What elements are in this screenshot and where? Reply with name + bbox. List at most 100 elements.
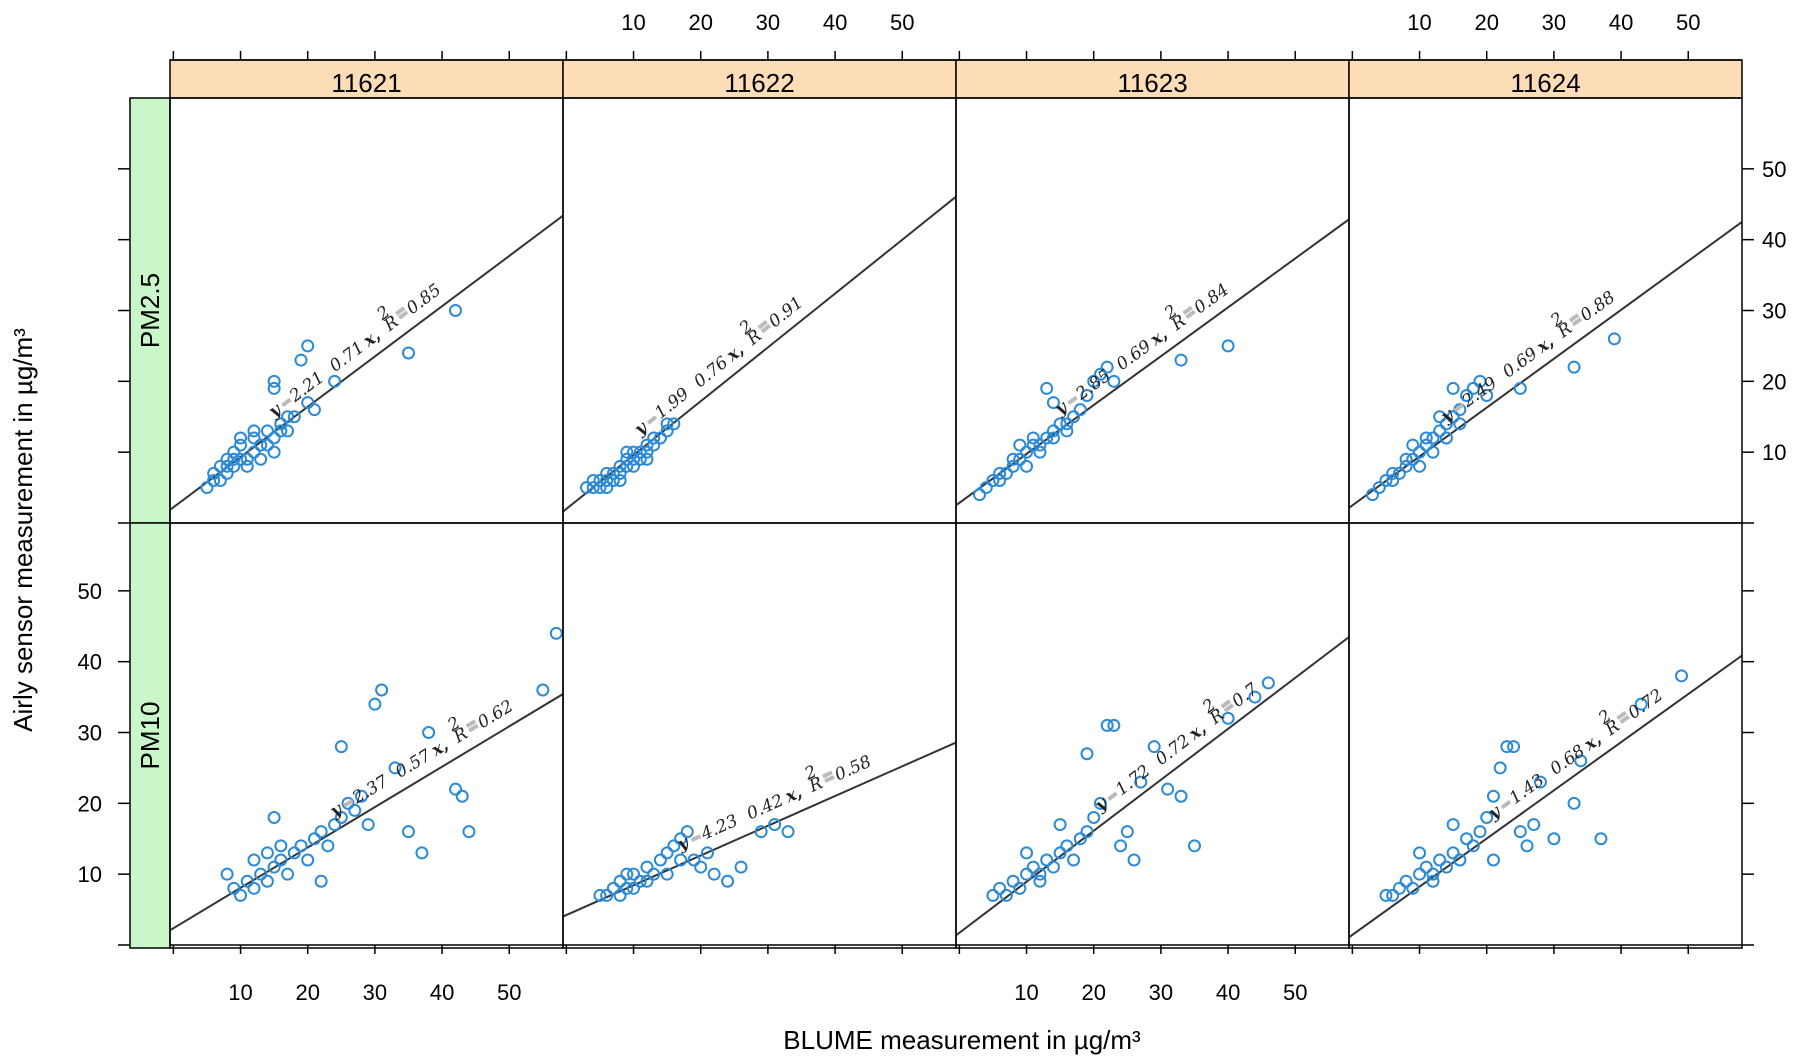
data-point: [274, 839, 288, 853]
data-point: [1460, 389, 1474, 402]
eq-separator: [1185, 309, 1196, 319]
y-tick-label: 30: [78, 721, 102, 746]
eq-r2-value: 0.72: [1624, 685, 1666, 723]
data-point: [254, 438, 268, 452]
data-point: [213, 474, 227, 487]
eq-slope: 0.68: [1546, 741, 1589, 779]
data-point: [1073, 832, 1087, 846]
data-point: [1020, 445, 1034, 459]
data-point: [401, 825, 415, 839]
data-point: [593, 474, 607, 487]
y-tick-label: 50: [1762, 157, 1786, 182]
y-tick-label: 20: [1762, 369, 1786, 394]
data-point: [627, 459, 641, 473]
data-point: [1453, 853, 1467, 867]
data-point: [700, 846, 714, 860]
data-point: [1020, 459, 1034, 473]
data-point: [627, 445, 641, 459]
data-point: [1386, 888, 1400, 902]
data-point: [586, 474, 600, 487]
row-strip: [129, 522, 171, 949]
eq-separator: [690, 834, 702, 843]
data-point: [449, 782, 463, 796]
data-point: [1453, 417, 1467, 431]
data-point: [1006, 874, 1020, 888]
regression-line: [956, 218, 1349, 507]
x-tick-label: 50: [890, 10, 914, 35]
data-point: [1392, 466, 1406, 480]
data-point: [220, 452, 234, 466]
data-point: [640, 860, 654, 874]
regression-equation: y2.850.69x,R2 0.84: [1050, 280, 1232, 420]
data-point: [986, 474, 1000, 487]
data-point: [1379, 888, 1393, 902]
data-point: [1067, 853, 1081, 867]
data-point: [361, 818, 375, 832]
data-point: [993, 474, 1007, 487]
data-point: [234, 438, 248, 452]
x-tick-label: 10: [1014, 980, 1038, 1005]
data-point: [986, 888, 1000, 902]
eq-separator: [342, 798, 354, 808]
y-tick-label: 50: [78, 579, 102, 604]
data-point: [606, 466, 620, 480]
data-point: [660, 867, 674, 881]
data-point: [247, 445, 261, 459]
x-tick-label: 20: [688, 10, 712, 35]
data-point: [267, 445, 281, 459]
data-point: [1221, 339, 1235, 353]
eq-separator: [1619, 714, 1630, 725]
data-point: [979, 481, 993, 495]
data-point: [660, 417, 674, 431]
data-point: [606, 474, 620, 487]
data-point: [1500, 740, 1514, 754]
panel-content: [563, 741, 956, 918]
regression-equation: y1.990.76x,R2 0.91: [630, 293, 807, 440]
panel-content: [563, 195, 956, 513]
data-point: [1574, 754, 1588, 768]
data-point: [348, 803, 362, 817]
panel-11623-PM2.5: y2.850.69x,R2 0.84: [955, 97, 1350, 524]
eq-intercept: 1.99: [651, 384, 693, 423]
data-point: [314, 874, 328, 888]
data-point: [593, 888, 607, 902]
data-point: [1221, 711, 1235, 725]
data-point: [1433, 410, 1447, 424]
data-point: [449, 304, 463, 317]
data-point: [267, 811, 281, 824]
eq-x: x,: [781, 782, 805, 807]
data-point: [388, 761, 402, 775]
data-point: [1473, 825, 1487, 839]
data-point: [1466, 381, 1480, 395]
data-point: [1513, 381, 1527, 395]
data-point: [647, 867, 661, 881]
data-point: [1426, 874, 1440, 888]
data-point: [1419, 431, 1433, 445]
data-point: [301, 396, 315, 410]
data-point: [1046, 431, 1060, 445]
data-point: [254, 452, 268, 466]
data-point: [694, 860, 708, 874]
data-point: [1013, 881, 1027, 895]
x-tick-label: 30: [756, 10, 780, 35]
data-point: [600, 466, 614, 480]
data-point: [1486, 853, 1500, 867]
data-point: [1594, 832, 1608, 846]
data-point: [267, 381, 281, 395]
data-point: [1033, 438, 1047, 452]
strip-layer: 11621 11622 11623 11624 PM2.5 PM10: [129, 59, 1743, 949]
data-point: [341, 796, 355, 810]
data-point: [620, 459, 634, 473]
data-point: [274, 417, 288, 431]
data-point: [1426, 445, 1440, 459]
data-point: [1413, 867, 1427, 881]
data-point: [993, 881, 1007, 895]
data-point: [1433, 853, 1447, 867]
data-point: [1100, 718, 1114, 732]
column-strip-label: 11624: [1510, 68, 1580, 98]
panel-11623-PM10: y1.720.72x,R2 0.7: [955, 522, 1350, 949]
x-tick-label: 30: [363, 980, 387, 1005]
data-point: [1480, 389, 1494, 402]
x-tick-label: 20: [1474, 10, 1498, 35]
